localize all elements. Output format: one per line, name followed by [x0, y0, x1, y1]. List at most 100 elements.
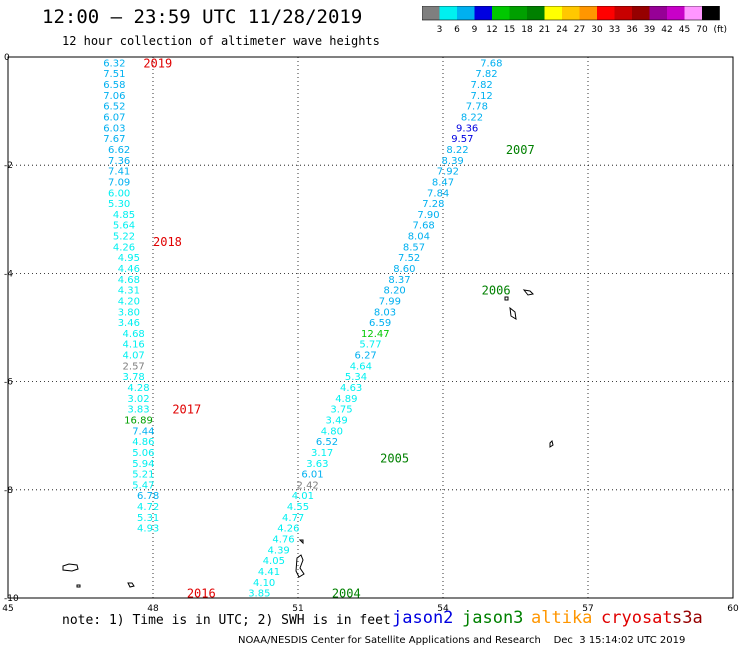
wave-height-label: 12.47 — [361, 329, 390, 340]
wave-height-label: 3.02 — [127, 394, 149, 405]
wave-height-label: 5.34 — [345, 372, 367, 383]
wave-height-label: 5.22 — [113, 232, 135, 243]
wave-height-label: 4.64 — [350, 361, 372, 372]
legend-swatch — [457, 6, 475, 20]
legend-swatch — [649, 6, 667, 20]
wave-height-label: 6.78 — [137, 491, 159, 502]
y-tick-label: 0 — [4, 53, 10, 63]
island-outline — [76, 584, 81, 588]
wave-height-label: 16.89 — [124, 415, 153, 426]
wave-height-label: 7.51 — [103, 69, 125, 80]
track-year-label: 2007 — [506, 143, 535, 157]
legend-swatch — [439, 6, 457, 20]
wave-height-label: 7.36 — [108, 156, 130, 167]
page-title: 12:00 – 23:59 UTC 11/28/2019 — [42, 6, 363, 28]
wave-height-label: 4.76 — [272, 534, 294, 545]
wave-height-label: 8.04 — [408, 232, 430, 243]
legend-swatch — [509, 6, 527, 20]
wave-height-label: 8.22 — [461, 113, 483, 124]
island-outline — [62, 563, 79, 572]
wave-height-label: 3.78 — [123, 372, 145, 383]
legend-tick: 42 — [661, 25, 672, 35]
legend-tick: 27 — [574, 25, 585, 35]
wave-height-label: 3.63 — [306, 459, 328, 470]
wave-height-label: 7.67 — [103, 134, 125, 145]
wave-height-label: 7.82 — [475, 69, 497, 80]
island-outline — [504, 296, 509, 301]
wave-height-label: 5.30 — [108, 199, 130, 210]
satellite-name: s3a — [672, 608, 703, 628]
satellite-name: cryosat — [601, 608, 673, 628]
wave-height-label: 6.32 — [103, 58, 125, 69]
wave-height-label: 5.31 — [137, 513, 159, 524]
track-year-label: 2004 — [332, 587, 361, 601]
wave-height-label: 4.80 — [321, 426, 343, 437]
legend-tick: 12 — [486, 25, 497, 35]
wave-height-label: 9.36 — [456, 123, 478, 134]
island-outline — [295, 554, 305, 578]
legend-tick: 45 — [679, 25, 690, 35]
wave-height-label: 4.16 — [123, 340, 145, 351]
legend-swatch — [702, 6, 720, 20]
wave-height-label: 4.77 — [282, 513, 304, 524]
x-tick-label: 54 — [437, 604, 449, 614]
wave-height-label: 4.95 — [118, 253, 140, 264]
wave-height-label: 4.26 — [113, 242, 135, 253]
wave-height-label: 4.89 — [335, 394, 357, 405]
wave-height-label: 6.58 — [103, 80, 125, 91]
legend-swatch — [667, 6, 685, 20]
legend-tick: 6 — [454, 25, 460, 35]
wave-height-label: 7.68 — [413, 221, 435, 232]
legend-tick: 15 — [504, 25, 515, 35]
wave-height-label: 7.90 — [417, 210, 439, 221]
legend-tick: 30 — [591, 25, 603, 35]
x-tick-label: 57 — [582, 604, 593, 614]
wave-height-label: 4.41 — [258, 567, 280, 578]
track-year-label: 2018 — [153, 235, 182, 249]
wave-height-label: 7.68 — [480, 58, 502, 69]
wave-height-label: 5.64 — [113, 221, 135, 232]
legend-swatch — [562, 6, 580, 20]
wave-height-label: 6.03 — [103, 123, 125, 134]
satellite-name: jason3 — [462, 608, 524, 628]
wave-height-label: 7.84 — [427, 188, 449, 199]
legend-tick: 36 — [626, 25, 638, 35]
color-legend: 3 6 9 12 15 18 21 24 27 30 33 36 39 42 45 70 (ft) — [422, 6, 727, 35]
wave-height-label: 3.46 — [118, 318, 140, 329]
wave-height-label: 5.94 — [132, 459, 154, 470]
wave-height-label: 4.10 — [253, 578, 275, 589]
wave-height-label: 3.80 — [118, 307, 140, 318]
wave-height-label: 8.60 — [393, 264, 415, 275]
satellite-name: jason2 — [392, 608, 454, 628]
legend-swatch — [474, 6, 492, 20]
wave-height-label: 3.83 — [127, 405, 149, 416]
wave-height-label: 2.42 — [297, 480, 319, 491]
legend-swatch — [684, 6, 702, 20]
wave-height-label: 4.39 — [268, 545, 290, 556]
wave-height-label: 4.68 — [118, 275, 140, 286]
wave-height-label: 8.22 — [446, 145, 468, 156]
wave-height-label: 4.86 — [132, 437, 154, 448]
wave-height-label: 7.12 — [471, 91, 493, 102]
wave-height-label: 4.68 — [123, 329, 145, 340]
x-tick-label: 51 — [292, 604, 303, 614]
wave-height-label: 5.47 — [132, 480, 154, 491]
wave-height-label: 7.52 — [398, 253, 420, 264]
wave-height-label: 4.55 — [287, 502, 309, 513]
wave-height-label: 4.93 — [137, 524, 159, 535]
legend-tick: 70 — [696, 25, 708, 35]
wave-height-label: 6.01 — [301, 470, 323, 481]
wave-height-label: 7.92 — [437, 167, 459, 178]
track-year-label: 2019 — [143, 56, 172, 70]
legend-swatch — [422, 6, 440, 20]
island-outline — [522, 289, 535, 296]
track-year-label: 2005 — [380, 451, 409, 465]
wave-height-label: 5.21 — [132, 470, 154, 481]
legend-swatch — [579, 6, 597, 20]
wave-height-label: 7.41 — [108, 167, 130, 178]
legend-tick: 9 — [472, 25, 478, 35]
wave-height-label: 4.72 — [137, 502, 159, 513]
wave-height-label: 6.52 — [103, 102, 125, 113]
island-outline — [127, 582, 135, 588]
